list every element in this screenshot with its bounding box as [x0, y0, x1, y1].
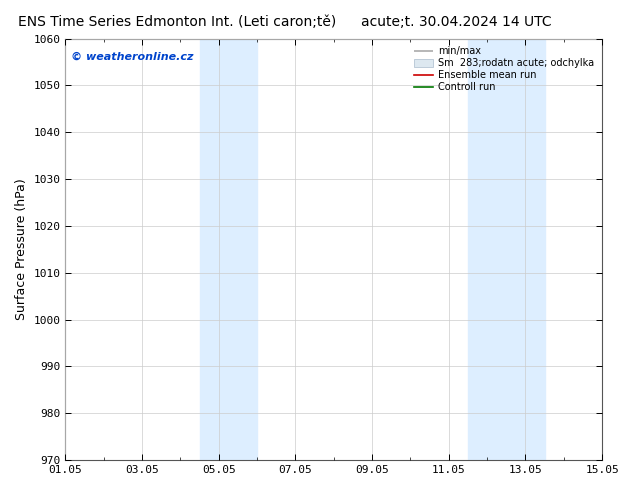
Y-axis label: Surface Pressure (hPa): Surface Pressure (hPa)	[15, 178, 28, 320]
Text: ENS Time Series Edmonton Int. (Leti caron;tě): ENS Time Series Edmonton Int. (Leti caro…	[18, 15, 337, 29]
Bar	[468, 39, 545, 460]
Text: acute;t. 30.04.2024 14 UTC: acute;t. 30.04.2024 14 UTC	[361, 15, 552, 29]
Legend: min/max, Sm  283;rodatn acute; odchylka, Ensemble mean run, Controll run: min/max, Sm 283;rodatn acute; odchylka, …	[411, 44, 597, 95]
Bar	[200, 39, 257, 460]
Text: © weatheronline.cz: © weatheronline.cz	[71, 51, 193, 61]
